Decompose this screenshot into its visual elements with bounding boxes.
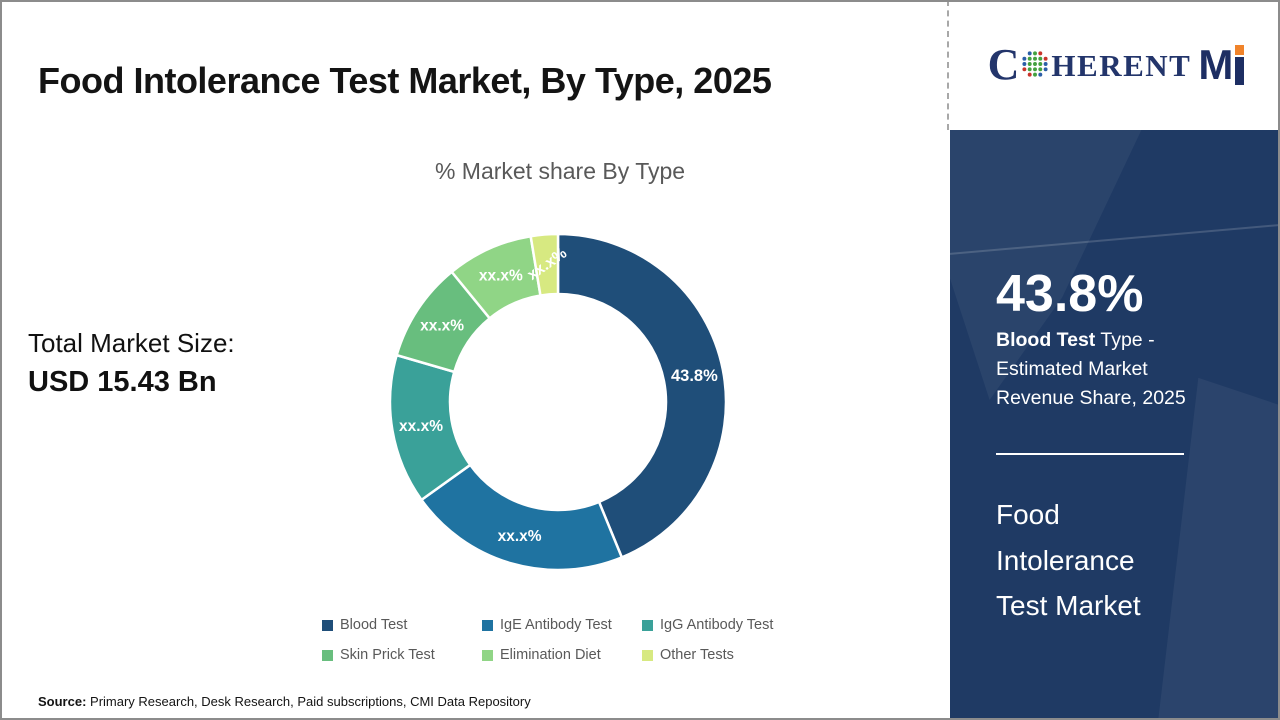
panel-subtitle-line3: Revenue Share, 2025 [996, 387, 1186, 409]
logo-letters-herent: HERENT [1051, 47, 1192, 83]
total-market-size-label: Total Market Size: [28, 328, 235, 358]
legend-label: Blood Test [340, 617, 408, 633]
source-text: Primary Research, Desk Research, Paid su… [86, 694, 531, 709]
panel-market-name: Food Intolerance Test Market [996, 492, 1141, 629]
source-line: Source: Primary Research, Desk Research,… [38, 694, 531, 709]
legend-label: Other Tests [660, 647, 734, 663]
legend-swatch [642, 619, 653, 631]
donut-label-blood-test: 43.8% [671, 367, 718, 385]
legend-swatch [322, 619, 333, 631]
legend-swatch [482, 619, 493, 631]
donut-label-igg-antibody-test: xx.x% [399, 418, 443, 435]
donut-label-elimination-diet: xx.x% [479, 268, 523, 285]
logo-i-orange-cap [1235, 45, 1245, 55]
donut-segment-ige-antibody-test [420, 463, 624, 572]
market-name-line2: Intolerance [996, 544, 1135, 576]
logo-letter-m: M [1198, 41, 1233, 88]
legend-item-other-tests: Other Tests [642, 644, 808, 666]
chart-legend: Blood Test IgE Antibody Test IgG Antibody … [322, 614, 808, 666]
panel-subtitle-line2: Estimated Market [996, 358, 1148, 380]
page-title: Food Intolerance Test Market, By Type, 2… [38, 60, 772, 102]
donut-segment-blood-test [556, 232, 728, 559]
panel-subtitle: Blood Test Type - Estimated Market Reven… [996, 326, 1186, 413]
legend-item-elimination-diet: Elimination Diet [482, 644, 642, 666]
logo-row: C HERENT M [988, 43, 1245, 87]
legend-item-blood-test: Blood Test [322, 614, 482, 636]
chart-title: % Market share By Type [434, 158, 686, 184]
total-market-size-value: USD 15.43 Bn [28, 366, 217, 398]
source-label: Source: [38, 694, 87, 709]
legend-item-skin-prick-test: Skin Prick Test [322, 644, 482, 666]
legend-label: IgG Antibody Test [660, 617, 774, 633]
legend-label: Skin Prick Test [340, 647, 435, 663]
legend-label: Elimination Diet [500, 647, 601, 663]
logo-letter-c: C [987, 40, 1020, 89]
market-name-line3: Test Market [996, 590, 1141, 621]
side-panel-background [950, 130, 1280, 720]
total-market-size: Total Market Size: USD 15.43 Bn [28, 325, 235, 402]
dotted-globe-icon [1022, 51, 1048, 77]
dashed-divider [947, 0, 949, 130]
market-name-line1: Food [996, 499, 1060, 530]
logo-i-mark [1235, 45, 1245, 85]
legend-swatch [482, 649, 493, 661]
legend-swatch [642, 649, 653, 661]
donut-chart: 43.8%xx.x%xx.x%xx.x%xx.x% xx.x% [388, 232, 728, 572]
legend-item-igg-antibody-test: IgG Antibody Test [642, 614, 808, 636]
panel-divider-rule [996, 453, 1184, 455]
legend-swatch [322, 649, 333, 661]
logo-i-bar [1235, 57, 1245, 85]
legend-label: IgE Antibody Test [500, 617, 612, 633]
donut-label-skin-prick-test: xx.x% [420, 318, 464, 335]
donut-segment-other-tests [529, 232, 560, 297]
panel-subtitle-rest: Type - [1095, 329, 1155, 351]
panel-headline-value: 43.8% [996, 265, 1144, 323]
coherentmi-logo: C HERENT M [952, 0, 1280, 130]
legend-item-ige-antibody-test: IgE Antibody Test [482, 614, 642, 636]
panel-subtitle-bold: Blood Test [996, 329, 1096, 351]
side-panel: 43.8% Blood Test Type - Estimated Market… [950, 130, 1280, 720]
donut-label-ige-antibody-test: xx.x% [498, 528, 542, 545]
